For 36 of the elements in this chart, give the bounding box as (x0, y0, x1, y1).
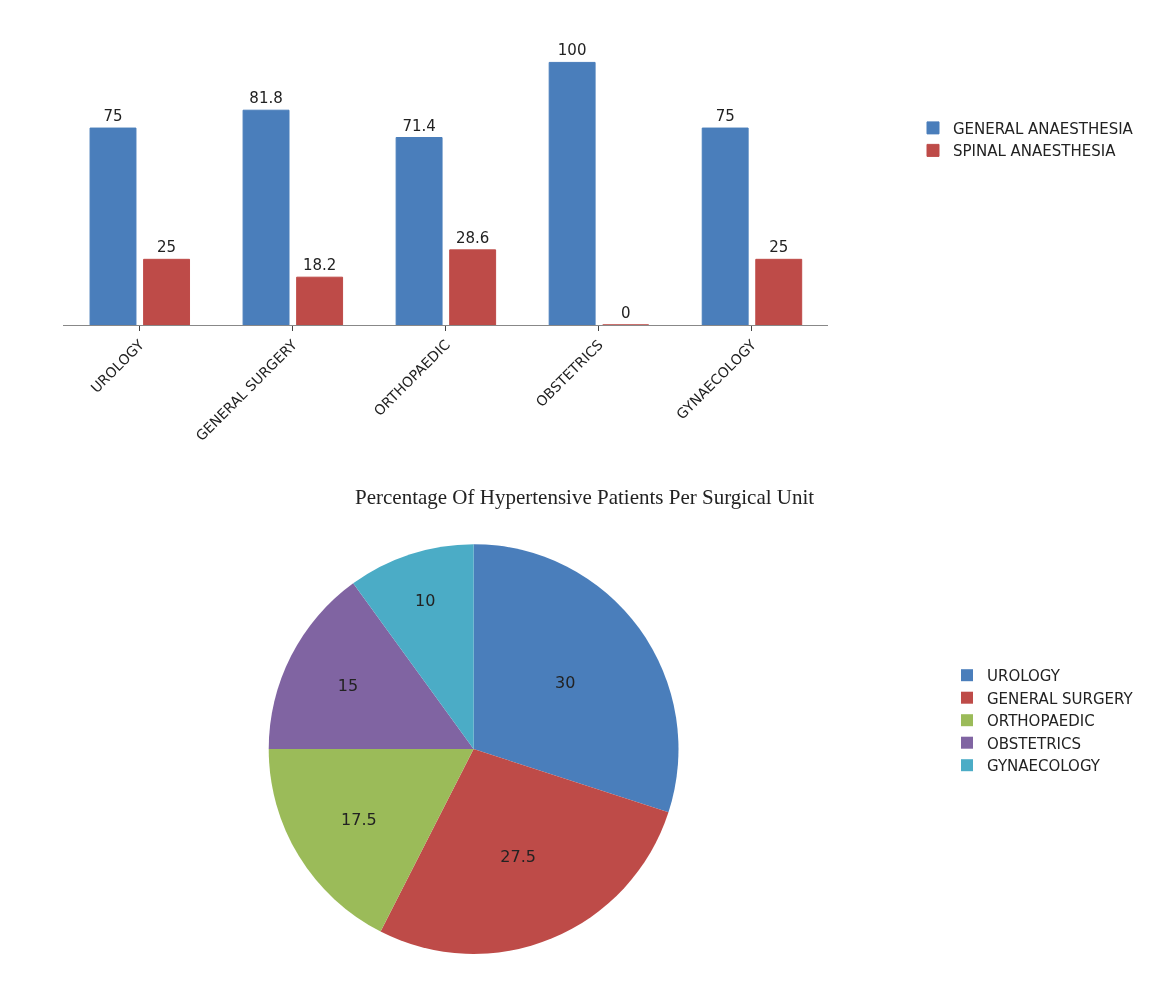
chart-title: Percentage Of Hypertensive Patients Per Surgical Unit (355, 485, 815, 509)
legend-label: GYNAECOLOGY (987, 757, 1101, 776)
legend-label: GENERAL ANAESTHESIA (953, 119, 1134, 138)
pie-slice (268, 583, 474, 750)
legend-label: ORTHOPAEDIC (987, 712, 1095, 731)
pie-slice (473, 544, 679, 813)
bar (755, 258, 803, 325)
legend-label: UROLOGY (987, 667, 1061, 686)
data-label: 28.6 (455, 228, 490, 247)
data-label: 81.8 (249, 89, 283, 108)
data-label: 15 (337, 675, 359, 695)
bar (143, 258, 191, 325)
pie-slice (380, 749, 669, 954)
legend-label: OBSTETRICS (987, 734, 1081, 753)
legend-label: SPINAL ANAESTHESIA (953, 142, 1117, 161)
bar (89, 127, 137, 325)
pie-slice (268, 749, 474, 932)
data-label: 10 (415, 590, 436, 610)
data-label: 75 (103, 107, 123, 126)
data-label: 27.5 (500, 847, 536, 867)
data-label: 25 (157, 238, 177, 257)
bar (548, 61, 596, 325)
data-label: 0 (620, 303, 631, 322)
legend-label: GENERAL SURGERY (987, 689, 1134, 708)
data-label: 30 (555, 672, 576, 692)
data-label: 100 (557, 41, 587, 60)
data-label: 75 (715, 107, 735, 126)
data-label: 25 (769, 238, 789, 257)
bar (296, 276, 344, 325)
data-label: 71.4 (402, 116, 436, 135)
bar (242, 109, 290, 325)
bar (701, 127, 749, 325)
data-label: 18.2 (302, 256, 337, 275)
data-label: 17.5 (341, 809, 377, 829)
bar (395, 137, 443, 325)
bar (449, 249, 497, 325)
